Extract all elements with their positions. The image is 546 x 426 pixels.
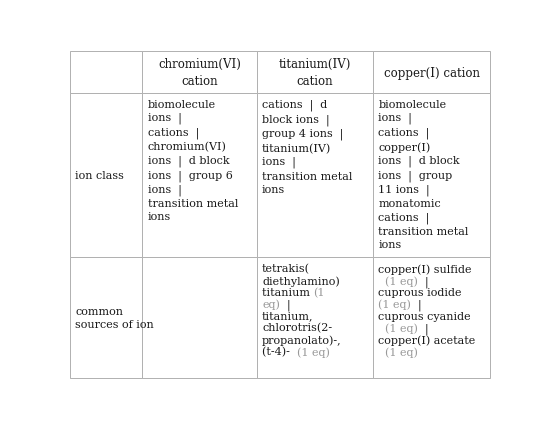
Text: |: |	[418, 322, 429, 334]
Bar	[69, 258, 143, 378]
Text: |: |	[280, 299, 290, 311]
Bar	[143, 258, 257, 378]
Bar	[373, 52, 490, 94]
Bar	[143, 52, 257, 94]
Text: ion class: ion class	[75, 171, 124, 181]
Text: biomolecule
ions  |
cations  |
chromium(VI)
ions  |  d block
ions  |  group 6
io: biomolecule ions | cations | chromium(VI…	[148, 100, 238, 222]
Bar	[257, 94, 373, 258]
Bar	[69, 52, 143, 94]
Text: |: |	[411, 299, 422, 311]
Text: copper(I) sulfide: copper(I) sulfide	[378, 264, 472, 274]
Text: (1 eq): (1 eq)	[378, 299, 411, 310]
Text: cuprous cyanide: cuprous cyanide	[378, 311, 471, 321]
Text: chlorotris(2-: chlorotris(2-	[262, 322, 332, 333]
Text: copper(I) acetate: copper(I) acetate	[378, 334, 476, 345]
Text: cations  |  d
block ions  |
group 4 ions  |
titanium(IV)
ions  |
transition meta: cations | d block ions | group 4 ions | …	[262, 100, 352, 194]
Text: copper(I) cation: copper(I) cation	[383, 66, 479, 79]
Text: tetrakis(: tetrakis(	[262, 264, 310, 274]
Text: (1 eq): (1 eq)	[385, 322, 418, 333]
Text: titanium,: titanium,	[262, 311, 313, 321]
Text: (1 eq): (1 eq)	[385, 346, 418, 357]
Bar	[143, 94, 257, 258]
Text: titanium(IV)
cation: titanium(IV) cation	[278, 58, 351, 88]
Text: biomolecule
ions  |
cations  |
copper(I)
ions  |  d block
ions  |  group
11 ions: biomolecule ions | cations | copper(I) i…	[378, 100, 469, 250]
Bar	[373, 94, 490, 258]
Text: diethylamino): diethylamino)	[262, 276, 340, 286]
Text: chromium(VI)
cation: chromium(VI) cation	[158, 58, 241, 88]
Text: propanolato)-,: propanolato)-,	[262, 334, 342, 345]
Bar	[373, 258, 490, 378]
Bar	[257, 52, 373, 94]
Text: titanium: titanium	[262, 287, 313, 297]
Text: cuprous iodide: cuprous iodide	[378, 287, 462, 297]
Text: (t-4)-: (t-4)-	[262, 346, 297, 357]
Text: common
sources of ion: common sources of ion	[75, 306, 154, 329]
Text: eq): eq)	[262, 299, 280, 310]
Text: (1: (1	[313, 287, 325, 297]
Text: (1 eq): (1 eq)	[385, 276, 418, 286]
Text: |: |	[418, 276, 429, 287]
Text: (1 eq): (1 eq)	[297, 346, 330, 357]
Bar	[69, 94, 143, 258]
Bar	[257, 258, 373, 378]
